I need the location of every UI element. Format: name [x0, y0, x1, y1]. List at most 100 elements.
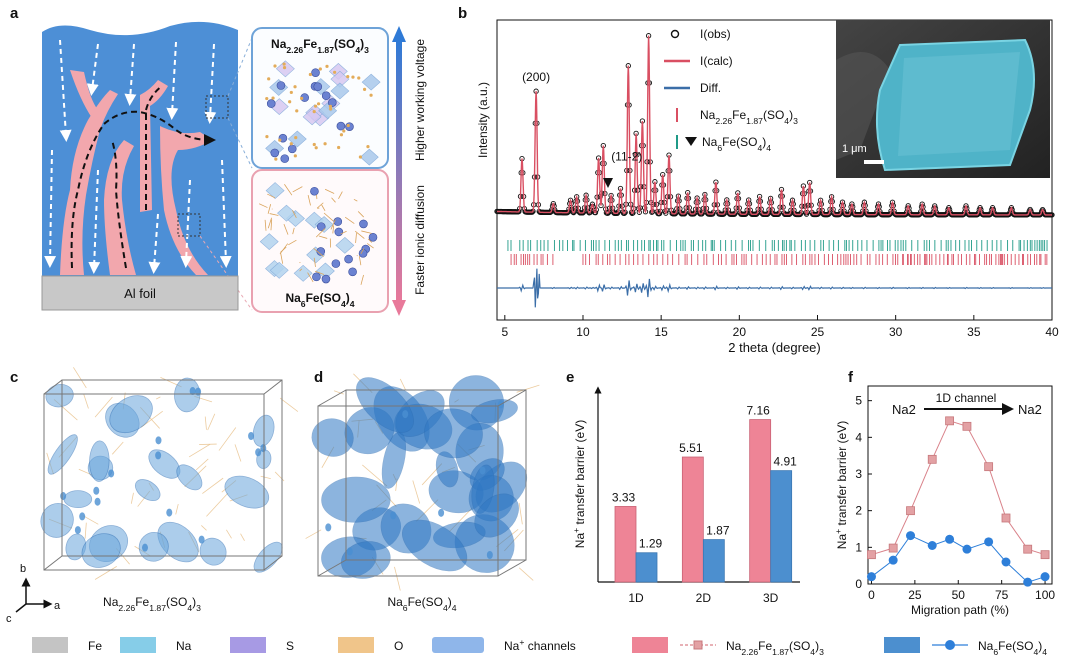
bond-line	[234, 444, 242, 462]
x-category-label: 3D	[763, 591, 779, 605]
diffusion-path	[104, 140, 136, 275]
x-tick-label: 5	[501, 325, 508, 339]
bond-line	[195, 458, 209, 471]
data-point	[962, 544, 972, 554]
sem-inset: 1 μm	[836, 20, 1050, 178]
na-site	[255, 448, 262, 457]
legend-label: Na2.26Fe1.87(SO4)3	[700, 108, 798, 126]
series-line	[871, 534, 1046, 583]
top-compound-label: Na2.26Fe1.87(SO4)3	[271, 37, 369, 55]
na-channel-blob	[402, 519, 468, 572]
x-tick-label: 35	[967, 325, 981, 339]
bond-line	[82, 515, 99, 525]
cube-edge	[317, 559, 347, 577]
x-tick-label: 20	[733, 325, 747, 339]
bond-line	[94, 396, 113, 418]
bar	[749, 419, 772, 583]
y-tick-label: 5	[855, 394, 862, 408]
data-point	[945, 416, 954, 426]
legend-label: Diff.	[700, 81, 721, 95]
na-site	[438, 508, 445, 517]
bar-value-label: 3.33	[612, 490, 636, 504]
legend-square-icon	[693, 640, 703, 650]
data-point	[888, 543, 898, 553]
panel-label-a: a	[10, 5, 19, 22]
x-tick-label: 25	[908, 588, 922, 602]
na-channel-blob	[356, 377, 414, 433]
al-foil	[41, 275, 239, 311]
na-channel-blob	[321, 476, 391, 523]
legend-label: Na	[176, 639, 192, 653]
x-tick-label: 50	[952, 588, 966, 602]
cube-edge	[497, 559, 527, 577]
na-site	[166, 508, 173, 517]
bottom-legend: Fe Na S O Na+ channels Na2.26Fe1.87(SO4)3 Na6F…	[32, 637, 1047, 657]
cube-edge-front	[317, 405, 499, 577]
crystal-structure-bottom	[258, 182, 378, 285]
migration-path-chart: 0 25 50 75 100 0 1 2 3 4 5 Migration path (%) Na+ tr…	[833, 385, 1055, 617]
bond-line	[279, 397, 299, 412]
panel-label-d: d	[314, 369, 323, 386]
triangle-marker-icon	[603, 178, 613, 188]
legend-label: S	[286, 639, 294, 653]
plot-frame	[496, 19, 1053, 321]
na-channel-blob	[109, 395, 153, 434]
bond-line	[518, 567, 534, 581]
data-point	[1023, 544, 1033, 554]
crystal-box-top	[251, 27, 389, 169]
x-tick-label: 15	[654, 325, 668, 339]
calc-line	[497, 35, 1052, 216]
bond-line	[305, 529, 322, 539]
na-site	[325, 523, 332, 532]
data-point	[927, 541, 937, 550]
data-point	[962, 421, 972, 431]
data-point	[1023, 577, 1033, 587]
legend-swatch	[230, 637, 266, 653]
na-site	[74, 526, 81, 535]
na-channel-blob	[45, 384, 74, 408]
na-site	[79, 512, 86, 521]
bragg-ticks-teal	[507, 240, 1048, 251]
bar	[614, 506, 637, 583]
na-site	[155, 451, 162, 460]
bond-line	[175, 503, 179, 515]
bond-line	[84, 522, 87, 539]
bond-line	[130, 492, 134, 504]
data-point	[927, 454, 937, 464]
na-channel-structure-d	[305, 373, 540, 591]
bond-line	[226, 529, 232, 539]
bond-line	[199, 443, 217, 445]
scale-bar-label: 1 μm	[842, 143, 867, 155]
legend-triangle-icon	[685, 137, 697, 146]
panel-label-c: c	[10, 369, 18, 386]
na-channel-blob	[224, 475, 270, 509]
na-channel-blob	[47, 434, 78, 475]
na-channel-blob	[311, 418, 354, 457]
data-point	[906, 506, 915, 516]
bond-line	[260, 475, 271, 479]
bond-line	[207, 413, 216, 431]
bond-line	[274, 471, 285, 482]
na-site	[248, 432, 255, 441]
na-channel-blob	[474, 493, 519, 538]
bond-line	[83, 393, 89, 409]
data-point	[1001, 513, 1011, 523]
bond-line	[111, 441, 124, 455]
bottom-compound-label: Na6Fe(SO4)4	[285, 291, 354, 309]
legend-swatch	[632, 637, 668, 653]
na-channel-blob	[253, 541, 283, 573]
higher-voltage-label: Higher working voltage	[413, 39, 427, 161]
y-axis-label: Na+ transfer barrier (eV)	[571, 420, 587, 548]
bar-value-label: 5.51	[679, 441, 703, 455]
legend-label: O	[394, 639, 403, 653]
x-category-label: 1D	[628, 591, 644, 605]
scale-bar	[864, 160, 884, 164]
legend-label: I(calc)	[700, 54, 733, 68]
zoom-box	[205, 95, 229, 119]
x-tick-label: 75	[995, 588, 1009, 602]
bond-line	[362, 464, 388, 487]
na-channel-structure-c	[40, 367, 299, 580]
bond-line	[73, 367, 87, 389]
arrow-up-icon	[392, 26, 406, 42]
axis-c-label: c	[6, 613, 12, 625]
